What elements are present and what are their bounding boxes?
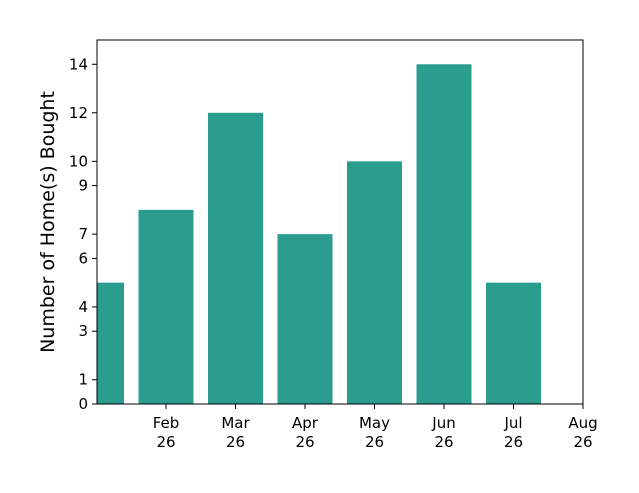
- x-tick-label-year: 26: [573, 433, 592, 451]
- x-tick-label-year: 26: [365, 433, 384, 451]
- x-tick-label-year: 26: [434, 433, 453, 451]
- x-tick-label-month: Jul: [503, 414, 522, 432]
- bar: [416, 64, 472, 404]
- y-tick-label: 4: [78, 298, 88, 316]
- bar: [208, 112, 263, 404]
- y-axis-title: Number of Home(s) Bought: [37, 91, 59, 353]
- y-tick-label: 12: [69, 104, 88, 122]
- y-tick-label: 6: [78, 249, 88, 267]
- x-tick-label-month: Aug: [568, 414, 597, 432]
- x-tick-label-year: 26: [295, 433, 314, 451]
- y-tick-label: 0: [78, 395, 88, 413]
- x-tick-label-month: Jun: [431, 414, 455, 432]
- y-tick-label: 7: [78, 225, 88, 243]
- y-axis: 0 1 3 4 6 7 9 10 12 14: [69, 55, 97, 413]
- y-tick-label: 10: [69, 152, 88, 170]
- bar: [486, 282, 541, 404]
- bar: [277, 234, 333, 404]
- y-tick-label: 3: [78, 322, 88, 340]
- y-tick-label: 14: [69, 55, 88, 73]
- y-tick-label: 1: [78, 371, 88, 389]
- x-tick-label-year: 26: [156, 433, 175, 451]
- bar: [138, 209, 194, 404]
- x-tick-label-month: Feb: [153, 414, 180, 432]
- y-tick-label: 9: [78, 177, 88, 195]
- x-tick-label-year: 26: [226, 433, 245, 451]
- bar: [347, 161, 402, 404]
- x-tick-label-year: 26: [504, 433, 523, 451]
- bar: [97, 282, 124, 404]
- x-tick-label-month: Mar: [221, 414, 250, 432]
- x-tick-label-month: May: [359, 414, 390, 432]
- plot-frame: [96, 39, 584, 405]
- bars-group: [97, 64, 541, 404]
- x-tick-label-month: Apr: [292, 414, 319, 432]
